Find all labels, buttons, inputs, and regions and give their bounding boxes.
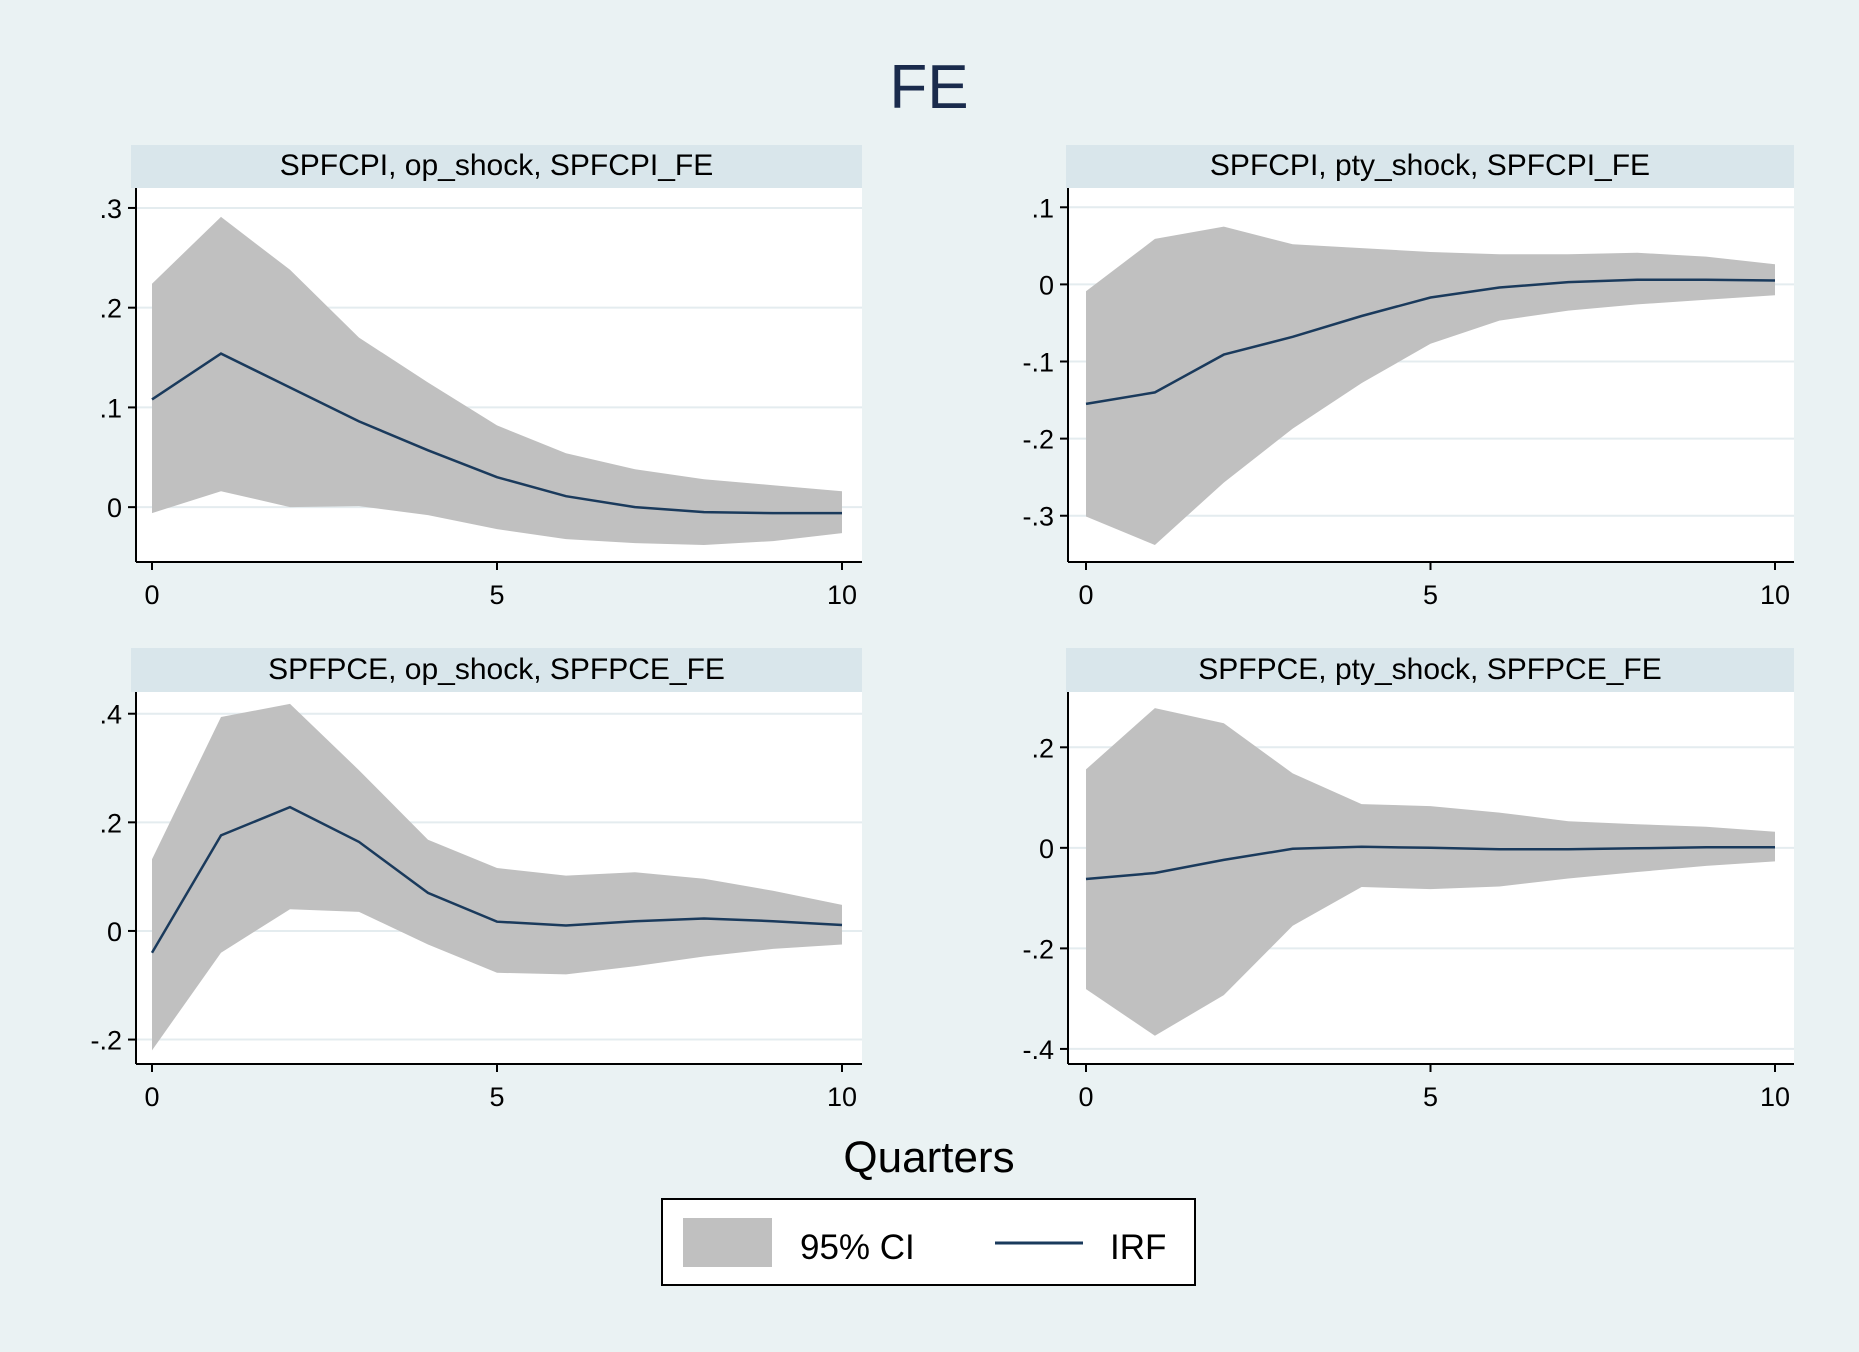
panel-strip <box>1066 145 1794 188</box>
x-tick-label: 10 <box>1760 1082 1790 1112</box>
panel-title: SPFPCE, op_shock, SPFPCE_FE <box>268 653 725 686</box>
irf-line <box>1085 278 1776 406</box>
x-tick-label: 10 <box>827 580 857 610</box>
panel-title: SPFCPI, op_shock, SPFCPI_FE <box>280 149 714 182</box>
legend-ci-label: 95% CI <box>800 1228 915 1267</box>
x-tick-label: 0 <box>1078 1082 1093 1112</box>
x-tick-label: 10 <box>827 1082 857 1112</box>
legend-ci-swatch <box>683 1218 772 1267</box>
panel-1: SPFCPI, op_shock, SPFCPI_FE 0 .1 .2 .3 0 5 10 <box>99 145 862 610</box>
y-tick-label: .2 <box>1031 733 1054 763</box>
y-tick-label: -.1 <box>1022 348 1054 378</box>
y-tick-label: 0 <box>1039 270 1054 300</box>
x-tick-label: 10 <box>1760 580 1790 610</box>
ci-band <box>152 216 842 545</box>
legend-irf-label: IRF <box>1110 1228 1166 1267</box>
panel-title: SPFPCE, pty_shock, SPFPCE_FE <box>1198 653 1662 686</box>
y-tick-label: .3 <box>99 194 122 224</box>
panel-title: SPFCPI, pty_shock, SPFCPI_FE <box>1210 149 1650 182</box>
x-tick-label: 0 <box>144 1082 159 1112</box>
panel-2: SPFCPI, pty_shock, SPFCPI_FE -.3 -.2 -.1 0 .1… <box>1022 145 1794 610</box>
y-tick-label: .4 <box>99 700 122 730</box>
y-tick-label: .2 <box>99 294 122 324</box>
x-tick-label: 5 <box>489 1082 504 1112</box>
panel-strip <box>131 648 862 692</box>
x-tick-label: 0 <box>144 580 159 610</box>
ci-band <box>1086 226 1775 545</box>
irf-line <box>151 352 842 515</box>
panel-3: SPFPCE, op_shock, SPFPCE_FE -.2 0 .2 .4 0 5 10 <box>90 648 862 1112</box>
panel-strip <box>131 145 862 188</box>
y-tick-label: -.4 <box>1022 1035 1054 1065</box>
panel-4: SPFPCE, pty_shock, SPFPCE_FE -.4 -.2 0 .2 0 5 1… <box>1022 648 1794 1112</box>
x-tick-label: 5 <box>489 580 504 610</box>
panel-strip <box>1066 648 1794 692</box>
legend: 95% CI IRF <box>661 1198 1196 1286</box>
y-tick-label: -.2 <box>1022 934 1054 964</box>
y-tick-label: 0 <box>107 917 122 947</box>
y-tick-label: .2 <box>99 808 122 838</box>
x-tick-label: 5 <box>1423 580 1438 610</box>
x-tick-label: 5 <box>1423 1082 1438 1112</box>
y-tick-label: .1 <box>99 393 122 423</box>
panels-group: SPFCPI, op_shock, SPFCPI_FE0.1.2.30 5 10SP… <box>90 145 1794 1112</box>
figure-title: FE <box>889 53 968 122</box>
irf-line <box>1085 845 1775 881</box>
ci-band <box>1086 708 1775 1036</box>
ci-band <box>152 703 842 1051</box>
irf-line <box>150 805 843 954</box>
y-tick-label: -.2 <box>90 1026 122 1056</box>
y-tick-label: -.2 <box>1022 425 1054 455</box>
y-tick-label: .1 <box>1031 193 1054 223</box>
y-tick-label: 0 <box>107 493 122 523</box>
x-tick-label: 0 <box>1078 580 1093 610</box>
y-tick-label: 0 <box>1039 834 1054 864</box>
x-axis-label: Quarters <box>843 1133 1014 1182</box>
y-tick-label: -.3 <box>1022 502 1054 532</box>
